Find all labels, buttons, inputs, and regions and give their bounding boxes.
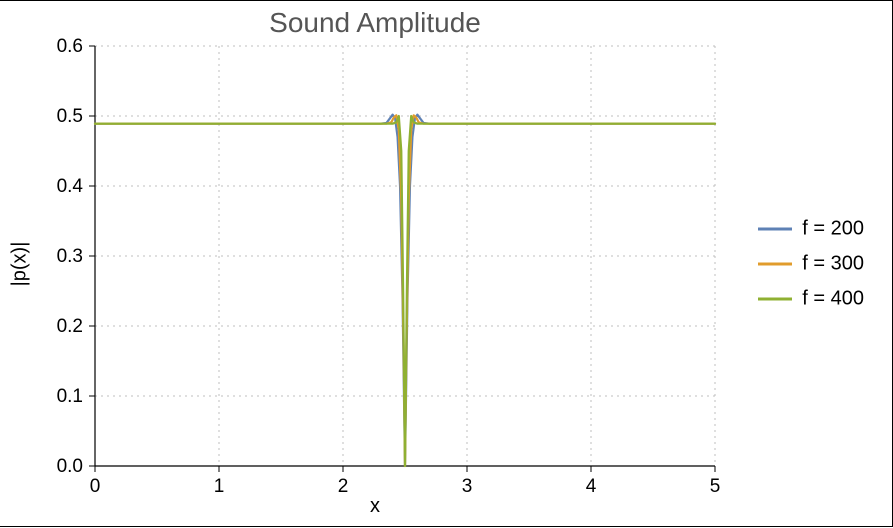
legend-item: f = 300 [758, 252, 864, 275]
y-axis-label: |p(x)| [9, 241, 32, 286]
svg-text:2: 2 [338, 476, 349, 497]
legend-label: f = 300 [802, 252, 864, 275]
svg-text:0.0: 0.0 [57, 456, 83, 477]
legend-label: f = 400 [802, 287, 864, 310]
legend-item: f = 200 [758, 217, 864, 240]
svg-text:0.5: 0.5 [57, 106, 83, 127]
legend-swatch [758, 227, 792, 230]
svg-text:0.4: 0.4 [57, 176, 84, 197]
legend-swatch [758, 262, 792, 265]
svg-text:0: 0 [90, 476, 101, 497]
legend-swatch [758, 297, 792, 300]
chart-container: Sound Amplitude |p(x)| x 0 1 2 3 4 5 0.0 0.1 0.2… [0, 1, 892, 526]
svg-text:1: 1 [214, 476, 225, 497]
svg-text:0.3: 0.3 [57, 246, 83, 267]
svg-text:0.2: 0.2 [57, 316, 83, 337]
svg-text:0.6: 0.6 [57, 36, 83, 57]
legend: f = 200 f = 300 f = 400 [758, 205, 864, 322]
legend-label: f = 200 [802, 217, 864, 240]
svg-text:5: 5 [710, 476, 721, 497]
chart-frame: Sound Amplitude |p(x)| x 0 1 2 3 4 5 0.0 0.1 0.2… [0, 0, 893, 527]
svg-text:4: 4 [586, 476, 597, 497]
svg-text:0.1: 0.1 [57, 386, 83, 407]
svg-text:3: 3 [462, 476, 473, 497]
chart-title: Sound Amplitude [0, 7, 750, 39]
legend-item: f = 400 [758, 287, 864, 310]
x-axis-label: x [0, 495, 750, 518]
